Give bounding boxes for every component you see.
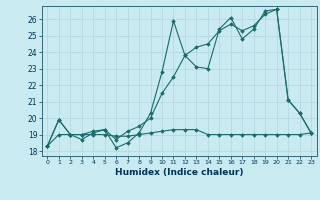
X-axis label: Humidex (Indice chaleur): Humidex (Indice chaleur) (115, 168, 244, 177)
